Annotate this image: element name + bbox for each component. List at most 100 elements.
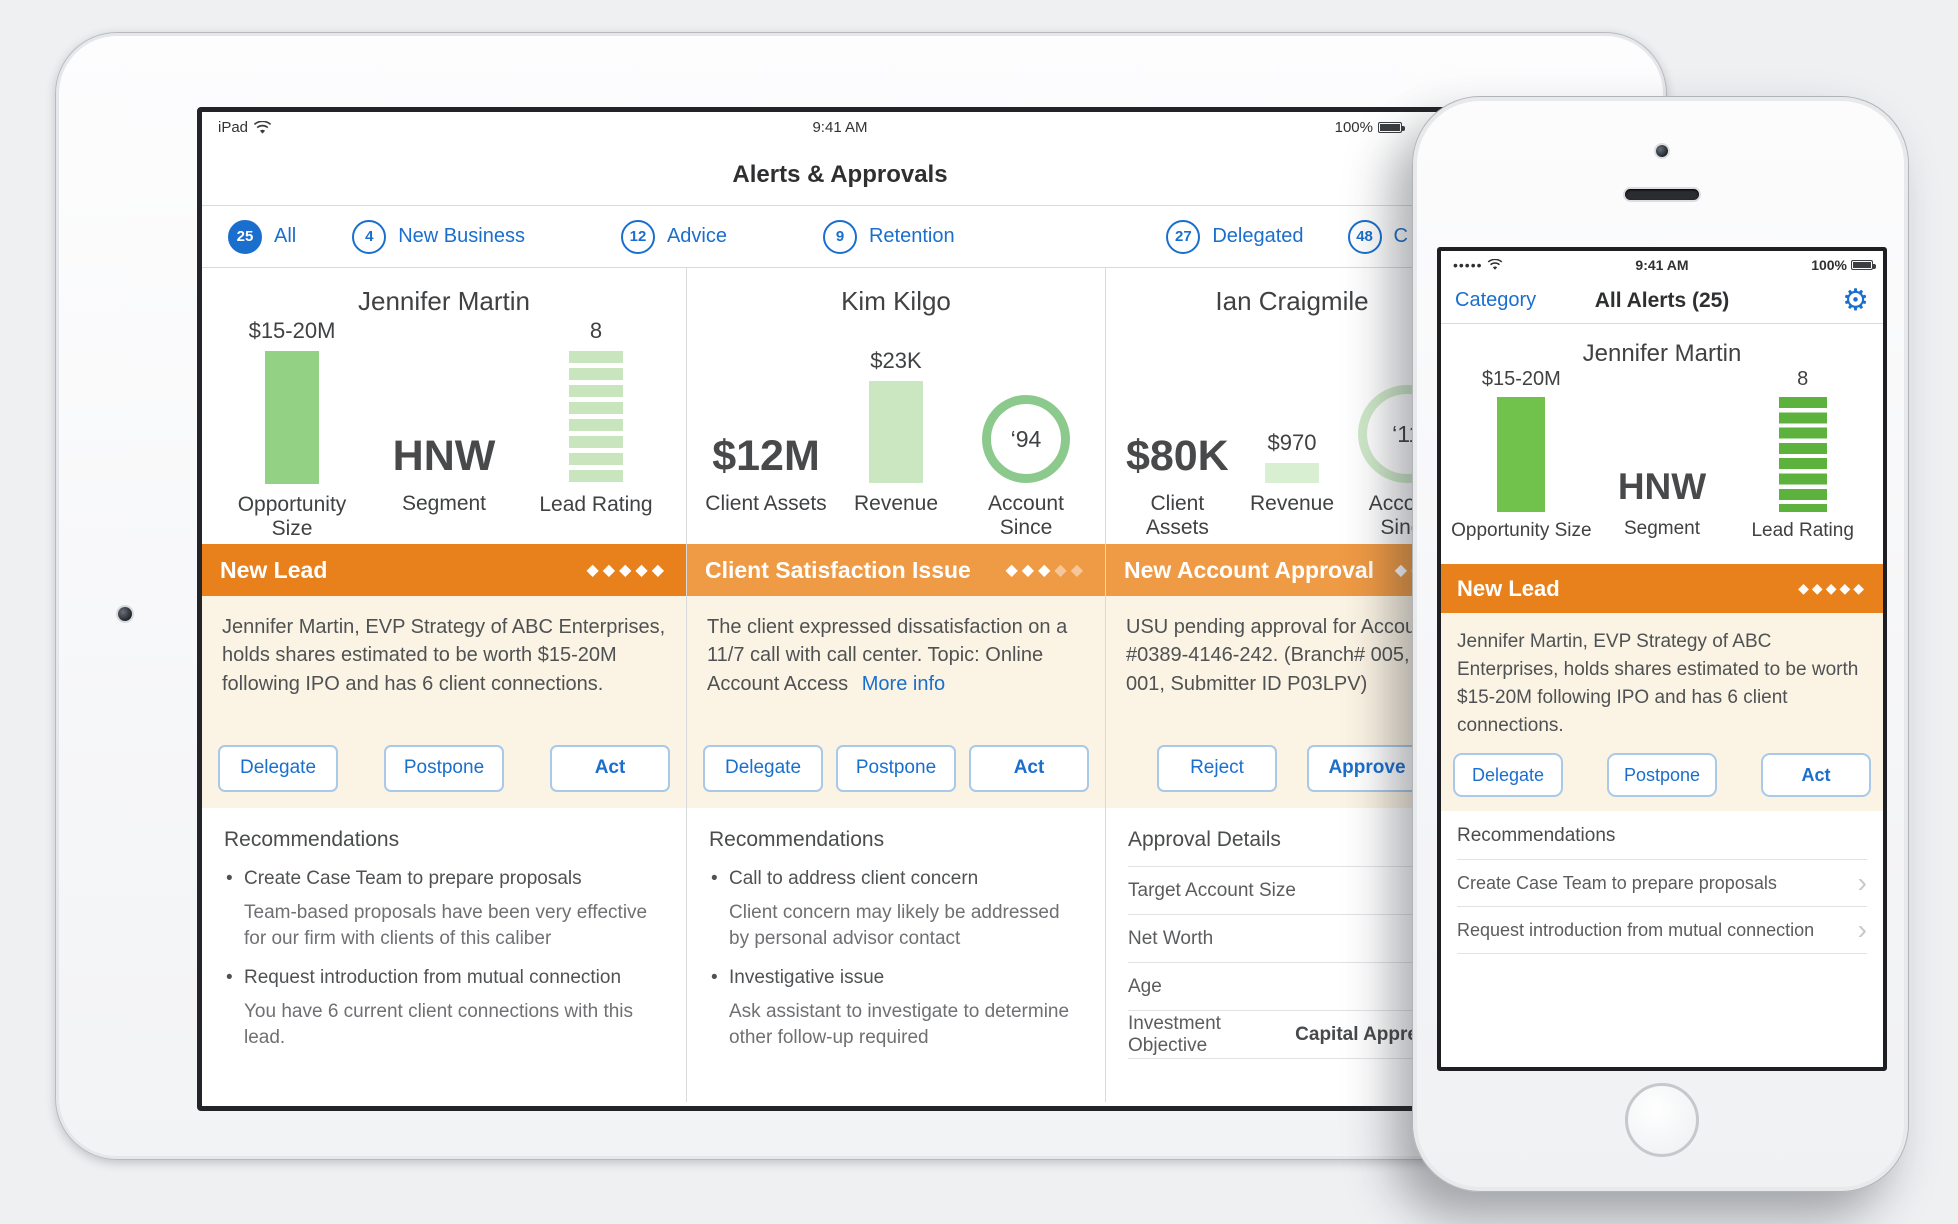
metric-segment: HNW Segment: [392, 432, 496, 515]
detail-row-net-worth: Net Worth $1.2: [1128, 915, 1456, 963]
tab-all-label: All: [274, 225, 297, 247]
delegate-button[interactable]: Delegate: [1453, 752, 1563, 797]
battery-icon: [1378, 122, 1405, 133]
alert-title: Client Satisfaction Issue: [705, 556, 971, 583]
metric-opportunity-size: $15-20M Opportunity Size: [237, 318, 347, 541]
alert-actions: Delegate Postpone Act: [1453, 752, 1871, 797]
alert-banner-new-lead: New Lead ◆◆◆◆◆: [1441, 564, 1883, 613]
tab-new-business[interactable]: 4 New Business: [352, 219, 525, 254]
recommendation-row[interactable]: Create Case Team to prepare proposals ›: [1457, 860, 1867, 907]
battery-icon: [1851, 260, 1876, 270]
recommendation-detail: Team-based proposals have been very effe…: [244, 902, 648, 949]
postpone-button[interactable]: Postpone: [1607, 752, 1717, 797]
tab-completed[interactable]: 48 C: [1347, 219, 1408, 254]
alert-columns: Jennifer Martin $15-20M Opportunity Size…: [202, 268, 1478, 1102]
opportunity-size-bar: [265, 351, 319, 485]
recommendations-panel: Recommendations Create Case Team to prep…: [1441, 811, 1883, 954]
metric-lead-rating: 8 Lead Rating: [1751, 368, 1854, 542]
ipad-clock: 9:41 AM: [812, 119, 868, 136]
priority-diamonds: ◆◆◆◆◆: [1005, 562, 1087, 579]
client-column-jennifer-martin: Jennifer Martin $15-20M Opportunity Size…: [202, 268, 686, 1102]
approve-button[interactable]: Approve: [1307, 745, 1427, 792]
recommendation-item: Create Case Team to prepare proposals: [224, 868, 664, 890]
client-name: Jennifer Martin: [358, 286, 530, 316]
alert-actions: Delegate Postpone Act: [218, 745, 670, 792]
alert-body-panel: Jennifer Martin, EVP Strategy of ABC Ent…: [1441, 613, 1883, 811]
act-button[interactable]: Act: [550, 745, 670, 792]
more-info-link[interactable]: More info: [861, 672, 946, 695]
tab-delegated-label: Delegated: [1212, 225, 1304, 247]
alert-body-panel: Jennifer Martin, EVP Strategy of ABC Ent…: [202, 596, 686, 808]
tab-delegated[interactable]: 27 Delegated: [1166, 219, 1304, 254]
tab-retention[interactable]: 9 Retention: [822, 219, 955, 254]
page-title: Alerts & Approvals: [202, 144, 1478, 206]
metric-revenue: $970 Revenue: [1249, 430, 1335, 515]
recommendations-header: Recommendations: [1457, 825, 1867, 860]
ipad-device: iPad 9:41 AM 100% Alerts & Approvals 25: [55, 32, 1667, 1160]
delegate-button[interactable]: Delegate: [218, 745, 338, 792]
tab-advice-count: 12: [620, 219, 655, 254]
category-back-button[interactable]: Category: [1455, 289, 1537, 311]
client-metrics: $15-20M Opportunity Size HNW Segment 8 L…: [1441, 368, 1883, 564]
iphone-battery-percent: 100%: [1811, 257, 1847, 273]
alert-body-text: Jennifer Martin, EVP Strategy of ABC Ent…: [1457, 631, 1859, 736]
reject-button[interactable]: Reject: [1157, 745, 1277, 792]
recommendations-header: Recommendations: [709, 828, 885, 851]
alert-body-text: The client expressed dissatisfaction on …: [707, 616, 1068, 695]
account-since-ring: ‘94: [982, 395, 1070, 483]
recommendation-item: Investigative issue: [709, 967, 1083, 989]
tab-new-business-count: 4: [352, 219, 387, 254]
client-metrics: $80K Client Assets $970 Revenue ‘11: [1106, 318, 1478, 544]
alert-actions: Delegate Postpone Act: [703, 745, 1089, 792]
postpone-button[interactable]: Postpone: [384, 745, 504, 792]
iphone-device: ••••• 9:41 AM 100% All Alerts (25) Categ…: [1412, 96, 1909, 1192]
ipad-camera-dot: [118, 607, 132, 621]
iphone-nav-bar: All Alerts (25) Category ⚙: [1441, 278, 1883, 324]
tab-advice-label: Advice: [666, 225, 727, 247]
revenue-bar: [869, 381, 923, 483]
metric-client-assets: $80K Client Assets: [1125, 432, 1229, 540]
client-metrics: $12M Client Assets $23K Revenue ‘94: [687, 318, 1105, 544]
metric-opportunity-size: $15-20M Opportunity Size: [1451, 368, 1592, 542]
filter-tab-bar: 25 All 4 New Business 12 Advice 9 Retent…: [202, 206, 1478, 268]
alert-title: New Lead: [220, 556, 328, 583]
revenue-bar: [1265, 463, 1319, 483]
recommendation-item: Call to address client concern: [709, 868, 1083, 890]
tab-advice[interactable]: 12 Advice: [620, 219, 727, 254]
metric-client-assets: $12M Client Assets: [705, 432, 827, 515]
client-name: Jennifer Martin: [1582, 340, 1742, 367]
alert-actions: Reject Approve: [1122, 745, 1462, 792]
tab-retention-label: Retention: [868, 225, 955, 247]
signal-dots-icon: •••••: [1453, 257, 1483, 273]
alert-body-panel: The client expressed dissatisfaction on …: [687, 596, 1105, 808]
postpone-button[interactable]: Postpone: [836, 745, 956, 792]
priority-diamonds: ◆◆◆◆◆: [586, 562, 668, 579]
recommendation-detail: Client concern may likely be addressed b…: [729, 902, 1060, 949]
detail-row-target-account-size: Target Account Size $5: [1128, 867, 1456, 915]
tab-completed-label: C: [1393, 225, 1408, 247]
act-button[interactable]: Act: [969, 745, 1089, 792]
detail-row-age: Age: [1128, 963, 1456, 1011]
alert-title: New Account Approval: [1124, 556, 1375, 583]
tab-all[interactable]: 25 All: [228, 219, 297, 254]
wifi-icon: [253, 120, 272, 134]
tab-new-business-label: New Business: [398, 225, 525, 247]
home-button[interactable]: [1625, 1083, 1699, 1157]
recommendation-detail: Ask assistant to investigate to determin…: [729, 1001, 1070, 1048]
delegate-button[interactable]: Delegate: [703, 745, 823, 792]
tab-retention-count: 9: [822, 219, 857, 254]
recommendation-row[interactable]: Request introduction from mutual connect…: [1457, 907, 1867, 954]
wifi-icon: [1487, 259, 1502, 270]
metric-lead-rating: 8 Lead Rating: [539, 318, 653, 517]
metric-segment: HNW Segment: [1617, 466, 1707, 539]
iphone-clock: 9:41 AM: [1635, 257, 1689, 273]
act-button[interactable]: Act: [1761, 752, 1871, 797]
chevron-right-icon: ›: [1857, 914, 1867, 945]
metric-revenue: $23K Revenue: [853, 348, 939, 515]
approval-details-header: Approval Details: [1128, 828, 1456, 867]
carrier-label: iPad: [218, 119, 249, 136]
tab-delegated-count: 27: [1166, 219, 1201, 254]
client-column-kim-kilgo: Kim Kilgo $12M Client Assets $23K Revenu…: [686, 268, 1106, 1102]
settings-gear-icon[interactable]: ⚙: [1842, 283, 1869, 317]
